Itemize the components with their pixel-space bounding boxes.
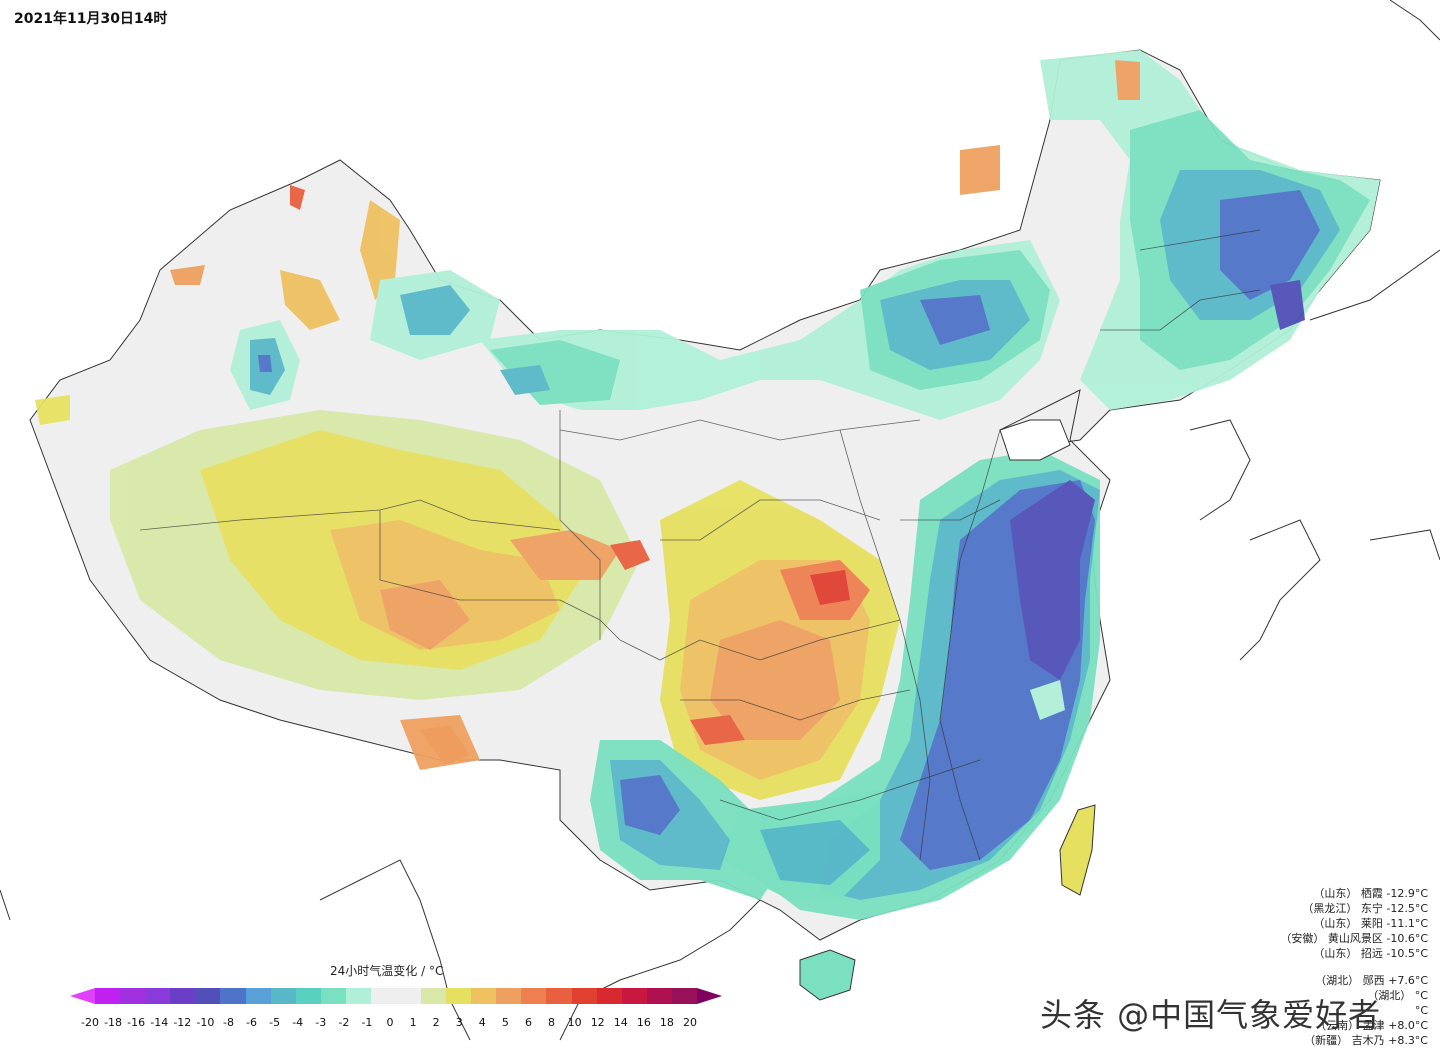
legend-tick-label: 4 [478,1016,486,1029]
legend-color-cell [170,988,196,1004]
station-row: （新疆） 吉木乃 +8.3°C [1304,1034,1428,1047]
legend-tick-label: -1 [361,1016,373,1029]
legend-tick-label: 1 [409,1016,417,1029]
legend-tick-label: -10 [196,1016,215,1029]
legend-color-cell [671,988,697,1004]
legend-color-cell [521,988,547,1004]
legend-tick-label: 16 [636,1016,651,1029]
legend-tick-label: 10 [567,1016,582,1029]
legend-color-cell [471,988,497,1004]
station-row: （黑龙江） 东宁 -12.5°C [1302,902,1428,915]
legend-color-cell [145,988,171,1004]
legend-color-cell [95,988,121,1004]
legend-tick-label: 8 [548,1016,556,1029]
legend-color-cell [345,988,371,1004]
legend-tick-label: -18 [104,1016,123,1029]
station-row: °C [1414,1004,1428,1017]
station-row: （山东） 栖霞 -12.9°C [1313,887,1428,900]
legend-tick-label: 5 [501,1016,509,1029]
legend-color-cell [571,988,597,1004]
legend-tick-label: 3 [455,1016,463,1029]
legend-color-cell [245,988,271,1004]
legend-color-cell [70,988,96,1004]
legend-tick-label: 0 [386,1016,394,1029]
station-row: （云南） 孟津 +8.0°C [1315,1019,1428,1032]
legend-tick-label: 20 [683,1016,697,1029]
legend-color-cell [421,988,447,1004]
legend-color-cell [370,988,397,1004]
legend-color-cell [646,988,672,1004]
legend-tick-label: -4 [292,1016,304,1029]
legend-tick-label: -2 [338,1016,350,1029]
legend-color-cell [195,988,221,1004]
legend-tick-label: 12 [590,1016,605,1029]
watermark: 头条 @中国气象爱好者 [1040,996,1382,1034]
legend-tick-label: -12 [173,1016,192,1029]
legend-color-cell [496,988,522,1004]
legend-color-cell [396,988,422,1004]
legend-tick-label: 18 [659,1016,674,1029]
map-timestamp: 2021年11月30日14时 [14,11,168,27]
station-row: （山东） 莱阳 -11.1°C [1313,917,1428,930]
legend-colorbar [70,988,723,1004]
legend-title: 24小时气温变化 / °C [330,964,444,978]
legend-tick-label: 2 [432,1016,440,1029]
legend-color-cell [546,988,572,1004]
station-row: （湖北） 郧西 +7.6°C [1315,974,1428,987]
legend-color-cell [220,988,246,1004]
station-extremes-list: （山东） 栖霞 -12.9°C （黑龙江） 东宁 -12.5°C （山东） 莱阳 -… [1208,886,1428,1048]
legend-tick-label: 6 [524,1016,532,1029]
legend-tick-label: -8 [222,1016,234,1029]
legend-tick-label: -14 [150,1016,169,1029]
legend-color-cell [696,988,723,1004]
hainan-island [799,949,856,1001]
legend-tick-label: -5 [269,1016,281,1029]
legend-tick-label: -20 [81,1016,99,1029]
legend-color-cell [621,988,647,1004]
station-row: （湖北） °C [1367,989,1428,1002]
legend-color-cell [596,988,622,1004]
color-legend: 24小时气温变化 / °C -20 -18 -16 -14 -12 -10 -8 -6 -5 -4… [70,962,730,1032]
legend-color-cell [270,988,296,1004]
legend-color-cell [446,988,472,1004]
taiwan-island [1059,804,1096,896]
legend-color-cell [120,988,146,1004]
legend-tick-label: 14 [613,1016,628,1029]
legend-tick-label: -6 [246,1016,258,1029]
station-row: （山东） 招远 -10.5°C [1313,947,1428,960]
legend-tick-label: -3 [315,1016,327,1029]
legend-color-cell [320,988,346,1004]
legend-color-cell [295,988,321,1004]
station-row: （安徽） 黄山风景区 -10.6°C [1280,932,1428,945]
legend-tick-label: -16 [127,1016,146,1029]
